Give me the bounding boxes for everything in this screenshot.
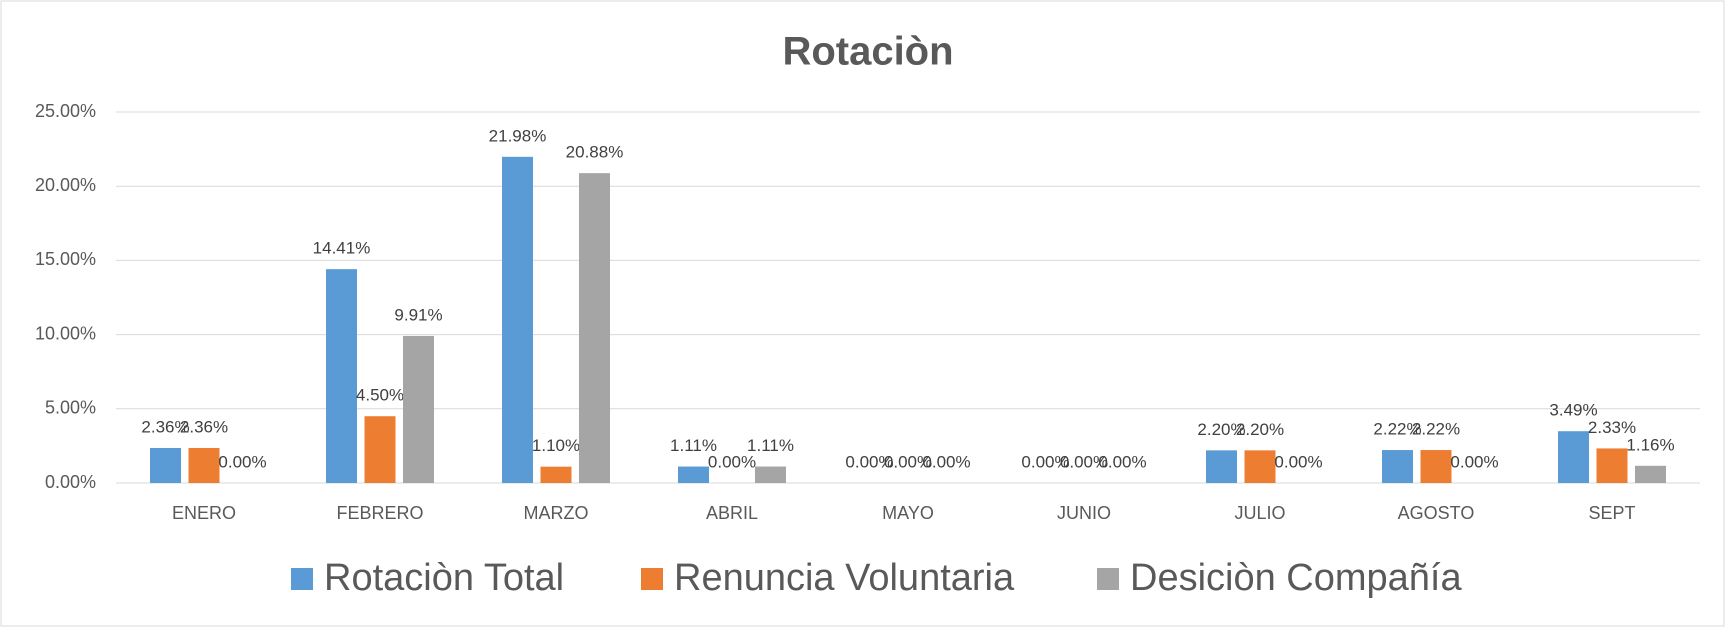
- legend-label: Desiciòn Compañía: [1130, 557, 1462, 599]
- legend-swatch: [1097, 568, 1119, 590]
- x-tick-label: MAYO: [882, 503, 934, 523]
- data-label: 9.91%: [394, 305, 442, 324]
- data-label: 21.98%: [489, 126, 547, 145]
- bar: [1206, 450, 1237, 483]
- x-tick-label: ENERO: [172, 503, 236, 523]
- x-tick-label: AGOSTO: [1398, 503, 1475, 523]
- data-label: 2.33%: [1588, 418, 1636, 437]
- data-label: 0.00%: [708, 452, 756, 471]
- y-tick-label: 15.00%: [35, 249, 96, 269]
- bar: [502, 156, 533, 483]
- data-label: 2.22%: [1373, 420, 1421, 439]
- bar: [326, 269, 357, 483]
- data-label: 0.00%: [1450, 452, 1498, 471]
- bar: [1596, 448, 1628, 483]
- x-tick-label: JULIO: [1234, 503, 1285, 523]
- legend-swatch: [641, 568, 663, 590]
- bar: [364, 416, 396, 483]
- data-label: 0.00%: [1060, 452, 1108, 471]
- y-tick-label: 25.00%: [35, 101, 96, 121]
- y-tick-label: 5.00%: [45, 398, 96, 418]
- bar: [678, 466, 709, 483]
- data-label: 2.20%: [1197, 420, 1245, 439]
- chart-title: Rotaciòn: [782, 30, 953, 74]
- data-label: 4.50%: [356, 386, 404, 405]
- bar: [1420, 450, 1452, 483]
- x-tick-label: JUNIO: [1057, 503, 1111, 523]
- data-label: 0.00%: [922, 452, 970, 471]
- data-label: 2.20%: [1236, 420, 1284, 439]
- x-tick-label: FEBRERO: [336, 503, 423, 523]
- y-tick-label: 0.00%: [45, 472, 96, 492]
- y-tick-label: 10.00%: [35, 323, 96, 343]
- data-label: 0.00%: [1274, 452, 1322, 471]
- bar: [403, 335, 434, 483]
- bar: [1244, 450, 1276, 483]
- legend-swatch: [291, 568, 313, 590]
- data-label: 14.41%: [313, 239, 371, 258]
- bar: [1635, 465, 1666, 483]
- data-label: 20.88%: [566, 143, 624, 162]
- data-label: 1.10%: [532, 436, 580, 455]
- bar: [579, 173, 610, 483]
- bar: [1382, 450, 1413, 483]
- y-tick-label: 20.00%: [35, 175, 96, 195]
- bar: [150, 447, 181, 483]
- legend-label: Renuncia Voluntaria: [674, 557, 1015, 599]
- data-label: 0.00%: [218, 452, 266, 471]
- data-label: 2.36%: [180, 417, 228, 436]
- data-label: 1.11%: [747, 436, 794, 455]
- legend-label: Rotaciòn Total: [324, 557, 564, 599]
- x-tick-label: MARZO: [524, 503, 589, 523]
- data-label: 1.16%: [1626, 435, 1674, 454]
- data-label: 0.00%: [845, 452, 893, 471]
- data-label: 0.00%: [1021, 452, 1069, 471]
- bar: [540, 466, 572, 483]
- x-tick-label: ABRIL: [706, 503, 758, 523]
- bar: [755, 466, 786, 483]
- data-label: 3.49%: [1549, 401, 1597, 420]
- data-label: 0.00%: [1098, 452, 1146, 471]
- bar: [188, 447, 220, 483]
- bar: [1558, 431, 1589, 483]
- x-tick-label: SEPT: [1588, 503, 1635, 523]
- data-label: 0.00%: [884, 452, 932, 471]
- data-label: 2.22%: [1412, 420, 1460, 439]
- data-label: 1.11%: [670, 436, 717, 455]
- data-label: 2.36%: [141, 417, 189, 436]
